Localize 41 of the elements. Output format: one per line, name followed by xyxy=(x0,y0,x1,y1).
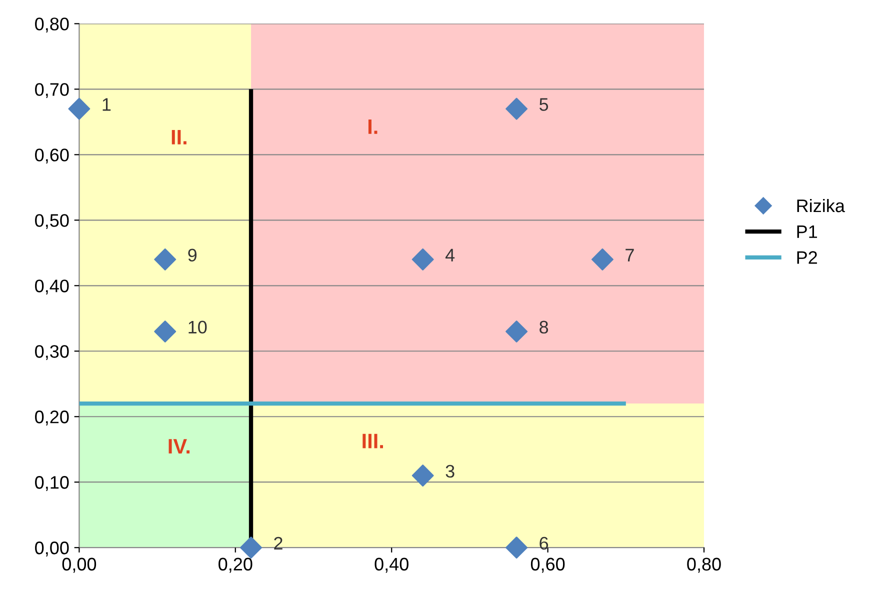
legend-label: P2 xyxy=(797,251,817,264)
annotation: II. xyxy=(172,130,186,144)
y-tick-label: 0,50 xyxy=(35,214,69,230)
y-tick-label: 0,80 xyxy=(35,18,69,33)
point xyxy=(240,536,262,559)
annotation: 6 xyxy=(540,536,548,550)
x-tick-label: 0,60 xyxy=(530,558,565,573)
point xyxy=(412,248,434,270)
annotation: 2 xyxy=(274,536,282,550)
annotation: I. xyxy=(368,120,378,134)
annotation: 7 xyxy=(626,248,634,262)
annotation: 5 xyxy=(540,98,548,111)
point xyxy=(68,98,90,120)
x-tick-label: 0,80 xyxy=(687,558,721,573)
y-tick-label: 0,30 xyxy=(35,345,69,360)
legend-label: P1 xyxy=(797,225,817,238)
annotation: 3 xyxy=(446,464,454,478)
y-tick-label: 0,10 xyxy=(35,476,69,491)
legend-label: Rizika xyxy=(797,198,845,212)
point xyxy=(506,320,528,342)
point xyxy=(506,536,528,559)
x-tick-label: 0,20 xyxy=(218,558,252,573)
y-tick-label: 0,40 xyxy=(35,280,69,294)
point xyxy=(506,98,528,120)
point xyxy=(591,248,614,270)
y-tick-label: 0,00 xyxy=(35,542,69,556)
annotation: IV. xyxy=(168,439,190,454)
annotation: 10 xyxy=(188,320,207,334)
y-tick-label: 0,20 xyxy=(35,410,69,426)
point xyxy=(154,248,176,270)
point xyxy=(412,464,434,487)
x-tick-label: 0,00 xyxy=(62,558,96,573)
annotation: 9 xyxy=(188,248,197,262)
annotation: III. xyxy=(362,434,383,448)
point xyxy=(154,320,176,342)
annotation: 1 xyxy=(102,98,111,111)
annotation: 4 xyxy=(445,248,455,262)
x-tick-label: 0,40 xyxy=(374,558,408,573)
annotation: 8 xyxy=(540,320,548,334)
y-tick-label: 0,70 xyxy=(35,83,69,98)
y-tick-label: 0,60 xyxy=(35,148,69,164)
